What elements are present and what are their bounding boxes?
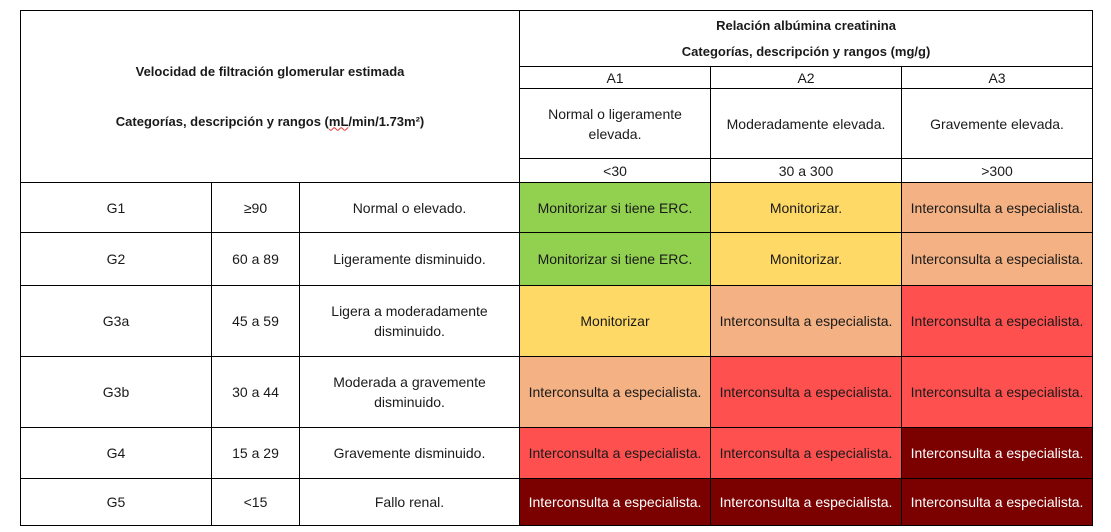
acr-category-code: A3 xyxy=(901,66,1094,89)
risk-cell: Interconsulta a especialista. xyxy=(710,285,903,357)
acr-header-cell: Relación albúmina creatinina Categorías,… xyxy=(519,10,1094,67)
gfr-range: 30 a 44 xyxy=(211,356,300,428)
gfr-description: Moderada a gravemente disminuido. xyxy=(298,356,521,428)
gfr-description: Normal o elevado. xyxy=(298,182,521,233)
risk-cell: Monitorizar si tiene ERC. xyxy=(519,232,712,286)
risk-cell: Monitorizar. xyxy=(710,182,903,233)
risk-cell: Interconsulta a especialista. xyxy=(710,356,903,428)
risk-cell: Interconsulta a especialista. xyxy=(519,356,712,428)
acr-category-range: <30 xyxy=(519,158,712,183)
table-row: G3b 30 a 44 Moderada a gravemente dismin… xyxy=(20,356,1094,428)
gfr-title: Velocidad de filtración glomerular estim… xyxy=(135,63,405,79)
gfr-description: Fallo renal. xyxy=(298,478,521,526)
risk-cell: Monitorizar xyxy=(519,285,712,357)
table-row: G3a 45 a 59 Ligera a moderadamente dismi… xyxy=(20,285,1094,357)
gfr-range: 60 a 89 xyxy=(211,232,300,286)
gfr-subtitle-unit: mL xyxy=(328,113,349,129)
table-row: G2 60 a 89 Ligeramente disminuido. Monit… xyxy=(20,232,1094,286)
risk-cell: Interconsulta a especialista. xyxy=(519,478,712,526)
ckd-risk-table: Velocidad de filtración glomerular estim… xyxy=(19,10,1094,526)
header-row-acr-title: Velocidad de filtración glomerular estim… xyxy=(19,10,1094,183)
risk-cell: Interconsulta a especialista. xyxy=(710,478,903,526)
gfr-category: G3b xyxy=(20,356,212,428)
acr-category-range: 30 a 300 xyxy=(710,158,903,183)
gfr-category: G2 xyxy=(20,232,212,286)
table-row: G5 <15 Fallo renal. Interconsulta a espe… xyxy=(20,478,1094,526)
gfr-description: Gravemente disminuido. xyxy=(298,427,521,479)
acr-category-range: >300 xyxy=(901,158,1094,183)
risk-cell: Interconsulta a especialista. xyxy=(901,427,1094,479)
gfr-range: <15 xyxy=(211,478,300,526)
risk-cell: Interconsulta a especialista. xyxy=(519,427,712,479)
table-row: G4 15 a 29 Gravemente disminuido. Interc… xyxy=(20,427,1094,479)
table-row: G1 ≥90 Normal o elevado. Monitorizar si … xyxy=(20,182,1094,233)
gfr-description: Ligeramente disminuido. xyxy=(298,232,521,286)
gfr-category: G4 xyxy=(20,427,212,479)
risk-cell: Monitorizar. xyxy=(710,232,903,286)
acr-category-code: A2 xyxy=(710,66,903,89)
risk-cell: Interconsulta a especialista. xyxy=(901,356,1094,428)
gfr-header-cell: Velocidad de filtración glomerular estim… xyxy=(19,10,521,183)
gfr-category: G3a xyxy=(20,285,212,357)
acr-title: Relación albúmina creatinina xyxy=(716,17,896,33)
acr-category-code: A1 xyxy=(519,66,712,89)
acr-category-description: Normal o ligeramente elevada. xyxy=(519,88,712,159)
gfr-range: ≥90 xyxy=(211,182,300,233)
acr-category-description: Moderadamente elevada. xyxy=(710,88,903,159)
risk-cell: Interconsulta a especialista. xyxy=(710,427,903,479)
header-row-category-descriptions: Normal o ligeramente elevada. Moderadame… xyxy=(21,88,1094,159)
acr-category-description: Gravemente elevada. xyxy=(901,88,1094,159)
gfr-category: G5 xyxy=(20,478,212,526)
gfr-subtitle: Categorías, descripción y rangos (mL/min… xyxy=(115,113,425,129)
gfr-category: G1 xyxy=(20,182,212,233)
risk-cell: Interconsulta a especialista. xyxy=(901,182,1094,233)
risk-cell: Interconsulta a especialista. xyxy=(901,285,1094,357)
acr-subtitle: Categorías, descripción y rangos (mg/g) xyxy=(681,43,931,59)
risk-cell: Interconsulta a especialista. xyxy=(901,478,1094,526)
gfr-range: 15 a 29 xyxy=(211,427,300,479)
risk-cell: Monitorizar si tiene ERC. xyxy=(519,182,712,233)
gfr-description: Ligera a moderadamente disminuido. xyxy=(298,285,521,357)
risk-cell: Interconsulta a especialista. xyxy=(901,232,1094,286)
header-row-category-ranges: <30 30 a 300 >300 xyxy=(21,158,1094,183)
gfr-range: 45 a 59 xyxy=(211,285,300,357)
